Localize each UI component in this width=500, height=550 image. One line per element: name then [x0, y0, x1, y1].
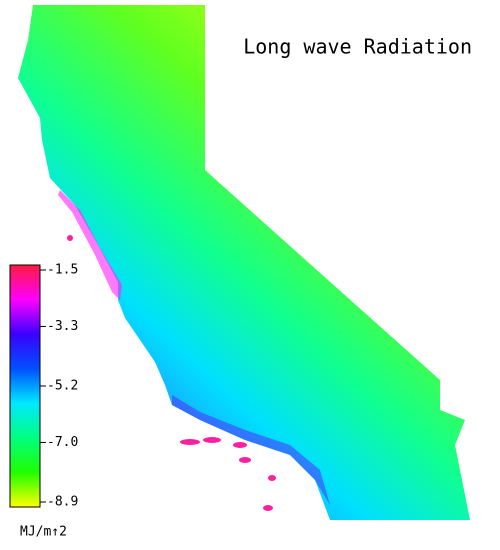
- california-land: [18, 5, 470, 520]
- south-coast: [172, 395, 330, 505]
- island: [180, 439, 200, 445]
- island: [67, 235, 73, 241]
- island: [263, 505, 273, 511]
- colorbar-tick-label: -8.9: [47, 495, 78, 510]
- colorbar-tick-label: -7.0: [47, 435, 78, 450]
- island: [268, 475, 276, 481]
- islands: [67, 235, 276, 511]
- coast-edge: [58, 190, 122, 300]
- island: [239, 457, 251, 463]
- island: [203, 437, 221, 443]
- colorbar-tick-label: -3.3: [47, 319, 78, 334]
- map-title: Long wave Radiation: [243, 35, 472, 59]
- colorbar: [9, 264, 41, 508]
- colorbar-unit: MJ/m↑2: [20, 525, 67, 540]
- island: [233, 442, 247, 448]
- colorbar-tick-label: -1.5: [47, 263, 78, 278]
- colorbar-tick-label: -5.2: [47, 379, 78, 394]
